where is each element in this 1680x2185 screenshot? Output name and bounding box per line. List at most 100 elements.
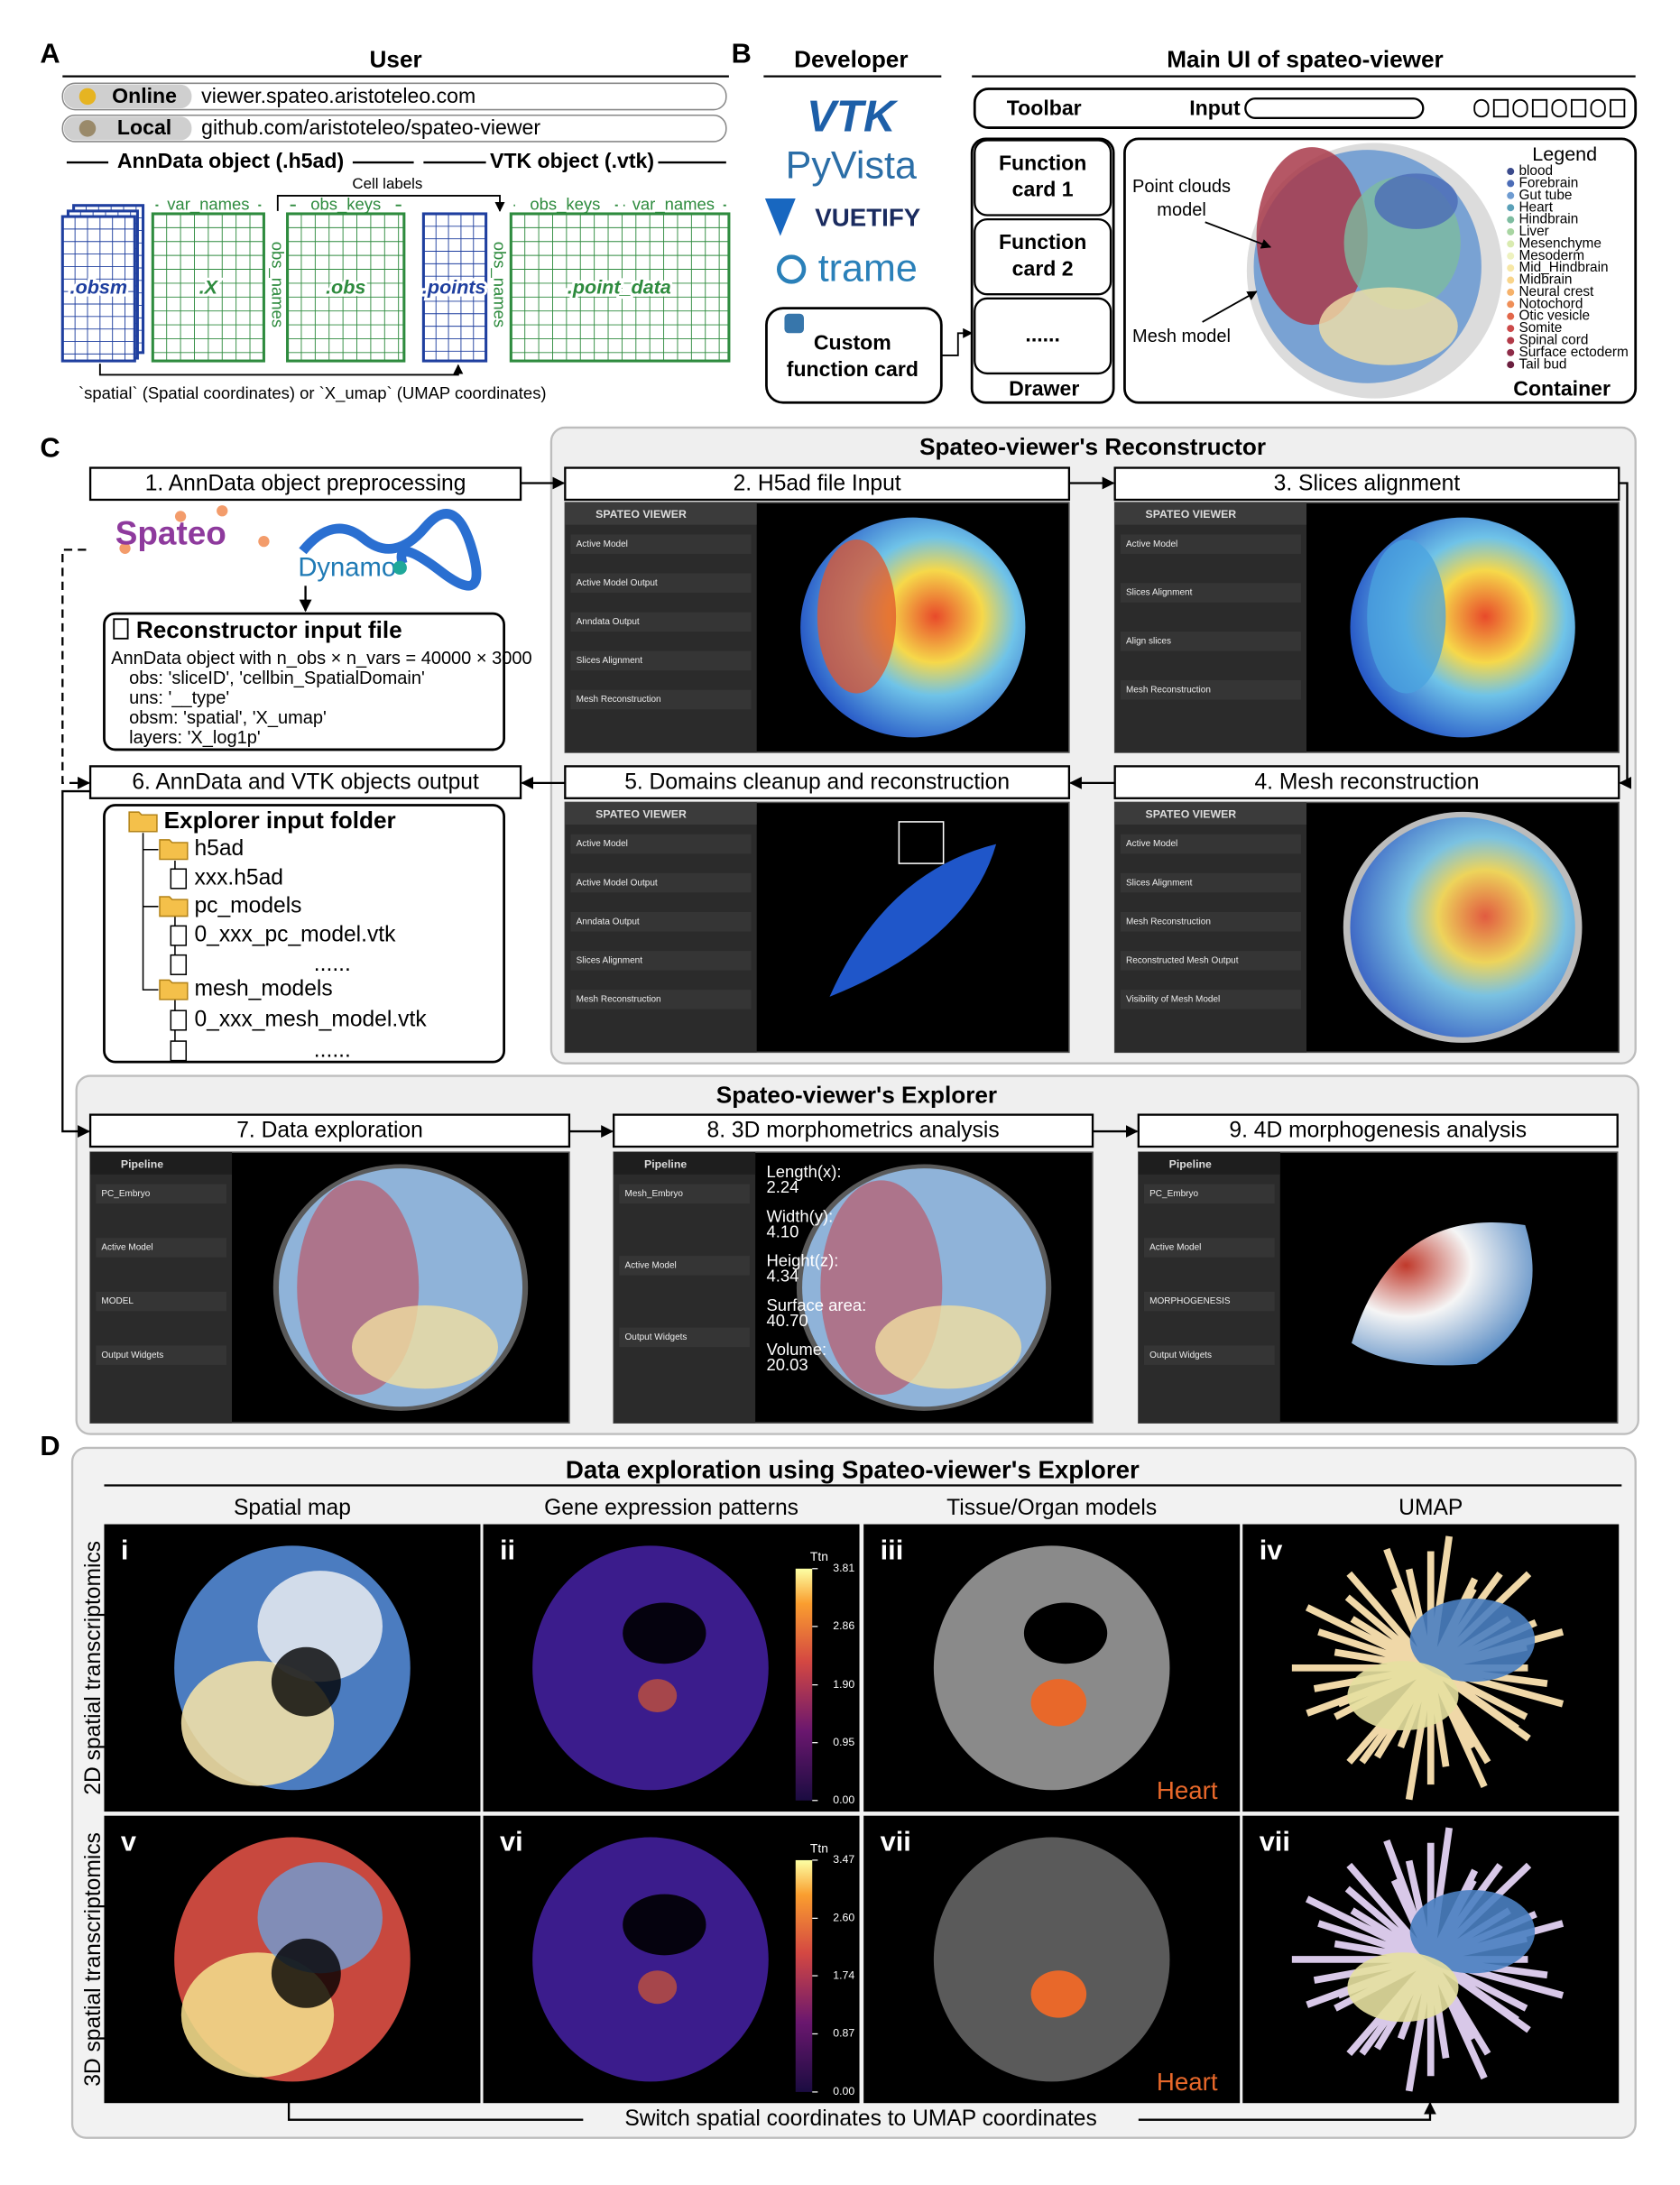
drawer-label: Drawer [1009, 376, 1079, 400]
legend-swatch [1507, 180, 1515, 188]
box-line: layers: 'X_log1p' [129, 728, 261, 748]
metric-value: 20.03 [766, 1355, 808, 1374]
screen-header: SPATEO VIEWER [1146, 807, 1237, 820]
connector [1202, 290, 1258, 323]
legend-item: Mesoderm [1518, 248, 1584, 263]
step-label: 5. Domains cleanup and reconstruction [624, 770, 1010, 794]
legend-item: Mesenchyme [1518, 235, 1601, 251]
folder-icon [159, 896, 189, 917]
tree-item: ...... [314, 952, 351, 976]
sidebar-row [570, 951, 752, 971]
step-label: 9. 4D morphogenesis analysis [1229, 1119, 1527, 1143]
screen-header: SPATEO VIEWER [1146, 508, 1237, 521]
legend-swatch [1507, 276, 1515, 284]
drawer [970, 137, 1115, 404]
sidebar-row [570, 872, 752, 893]
file-icon [113, 618, 129, 640]
matrix [60, 215, 136, 363]
logo-mark [258, 535, 270, 548]
legend-swatch [1507, 191, 1515, 199]
file-icon [170, 868, 188, 890]
legend-swatch [1507, 204, 1515, 212]
heading: AnnData object (.h5ad) [117, 149, 344, 172]
sidebar-item: Mesh Reconstruction [1126, 685, 1211, 695]
sidebar-row [570, 650, 752, 671]
tag: iii [881, 1534, 904, 1565]
sidebar-item: Active Model [1126, 539, 1177, 549]
file-icon [170, 1010, 188, 1031]
screen-header: Pipeline [644, 1157, 687, 1170]
connector [1619, 482, 1632, 789]
file-icon [170, 1040, 188, 1062]
legend-item: Liver [1518, 224, 1548, 239]
sidebar-row [619, 1256, 750, 1276]
sidebar-header [1114, 802, 1307, 825]
container [1123, 137, 1638, 404]
link-url: viewer.spateo.aristoteleo.com [201, 84, 475, 107]
box-line: obsm: 'spatial', 'X_umap' [129, 708, 327, 728]
matrix-grid [62, 217, 135, 362]
tree-item: 0_xxx_pc_model.vtk [194, 923, 396, 947]
sidebar-row [1120, 534, 1301, 554]
file-icon [170, 954, 188, 975]
logo: Dynamo [298, 554, 396, 583]
matrix-label: .point_data [568, 277, 671, 299]
sidebar-row [1143, 1184, 1275, 1204]
sidebar-row [1120, 583, 1301, 603]
logo-mark [217, 505, 228, 517]
metric-value: 4.34 [766, 1267, 798, 1286]
screen-header: SPATEO VIEWER [595, 807, 687, 820]
matrix-label: .obs [326, 277, 365, 299]
tissue [933, 1545, 1170, 1791]
tissue [532, 1837, 769, 2082]
model [817, 539, 897, 694]
section-title: Data exploration using Spateo-viewer's E… [566, 1455, 1140, 1483]
box-line: uns: '__type' [129, 688, 229, 708]
tissue [1023, 1602, 1108, 1664]
colorbar-title: Ttn [810, 1840, 828, 1855]
model [1367, 539, 1446, 694]
model [875, 1305, 1022, 1389]
legend-item: Otic vesicle [1518, 309, 1590, 324]
tissue [532, 1545, 769, 1791]
annotation: Mesh model [1132, 327, 1231, 346]
sidebar-item: MORPHOGENESIS [1149, 1296, 1231, 1306]
sidebar-row [1120, 679, 1301, 700]
legend-item: Mid_Hindbrain [1518, 260, 1608, 275]
model [1352, 1222, 1533, 1366]
sidebar-row [570, 834, 752, 854]
card-text: ...... [1025, 322, 1059, 346]
note: `spatial` (Spatial coordinates) or `X_um… [78, 383, 547, 403]
legend-swatch [1507, 252, 1515, 260]
sidebar-item: Slices Alignment [577, 955, 643, 965]
connector [61, 789, 91, 1139]
sidebar-item: Align slices [1126, 637, 1171, 647]
sidebar-row [1120, 951, 1301, 971]
sidebar-item: Reconstructed Mesh Output [1126, 955, 1239, 965]
sidebar-item: Active Model [624, 1260, 676, 1270]
sidebar-header [565, 802, 757, 825]
sidebar-row [619, 1184, 750, 1204]
function-card [974, 139, 1112, 217]
sidebar-row [570, 689, 752, 710]
sidebar-item: Active Model Output [577, 878, 658, 888]
card-text: function card [787, 357, 918, 381]
logo-mark [299, 509, 482, 591]
panel-label: C [40, 432, 60, 464]
legend-item: Forebrain [1518, 175, 1578, 190]
sidebar-item: PC_Embryo [1149, 1189, 1198, 1199]
logo: trame [818, 246, 918, 290]
sidebar-row [1143, 1345, 1275, 1365]
organ-label: Heart [1157, 1776, 1218, 1804]
logo: Spateo [115, 515, 226, 552]
tissue [933, 1837, 1170, 2082]
screen-header: Pipeline [1169, 1157, 1212, 1170]
annotation: Point clouds [1132, 177, 1231, 197]
matrix [509, 212, 731, 363]
card-text: card 2 [1012, 256, 1074, 280]
selection [898, 821, 945, 864]
input-field [1244, 97, 1425, 119]
sidebar-item: Visibility of Mesh Model [1126, 995, 1220, 1005]
tree-item: xxx.h5ad [194, 866, 282, 890]
metric-value: 40.70 [766, 1311, 808, 1330]
